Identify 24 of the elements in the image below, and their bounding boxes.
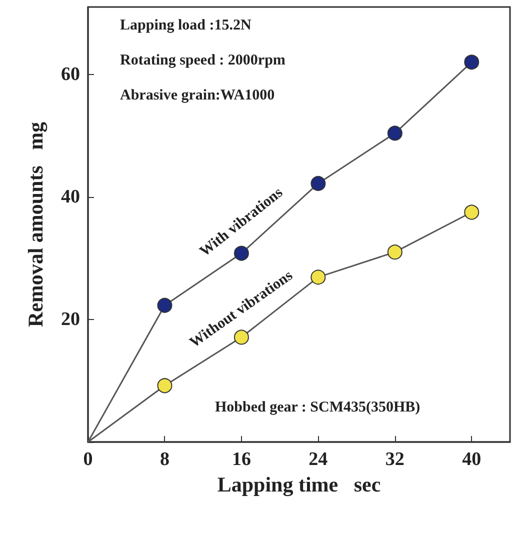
point [387, 126, 402, 141]
x-tick-label: 24 [308, 449, 328, 470]
x-tick-label: 8 [160, 449, 170, 470]
point [157, 378, 172, 394]
point [464, 204, 480, 220]
y-tick-label: 20 [61, 308, 80, 330]
x-axis-title: Lapping time sec [217, 472, 381, 496]
point [157, 298, 172, 313]
point [464, 54, 480, 70]
point [234, 246, 249, 261]
annotation: Lapping load :15.2N [120, 18, 252, 34]
point [310, 176, 326, 191]
point [387, 244, 402, 260]
x-tick-label: 32 [385, 449, 404, 470]
y-tick-label: 60 [61, 64, 80, 85]
annotation: Rotating speed : 2000rpm [120, 52, 286, 68]
x-tick-label: 0 [83, 449, 93, 470]
y-axis-title: Removal amounts mg [24, 121, 48, 328]
annotation: Hobbed gear : SCM435(350HB) [215, 400, 420, 416]
point [310, 270, 326, 285]
y-tick-label: 40 [61, 186, 80, 208]
x-tick-label: 40 [462, 449, 482, 470]
x-tick-label: 16 [232, 449, 251, 470]
annotation: Abrasive grain:WA1000 [120, 88, 275, 104]
